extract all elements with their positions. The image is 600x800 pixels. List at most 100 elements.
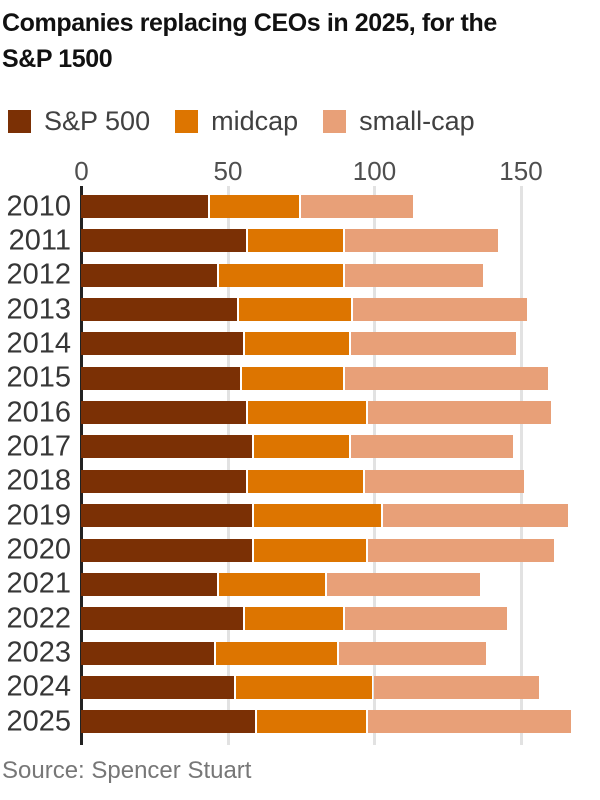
segment-2014-small-cap <box>350 332 516 356</box>
segment-2022-small-cap <box>344 607 507 631</box>
segment-2022-s-p-500 <box>81 607 244 631</box>
segment-2014-midcap <box>245 332 349 356</box>
legend-item-s-p-500: S&P 500 <box>8 106 150 137</box>
segment-2021-midcap <box>218 572 326 596</box>
bar-row-2022: 2022 <box>6 602 596 634</box>
y-label-2014: 2014 <box>6 327 71 360</box>
x-tick-label-50: 50 <box>213 156 243 186</box>
legend-item-small-cap: small-cap <box>323 106 475 137</box>
segment-2016-small-cap <box>368 401 551 425</box>
segment-2017-midcap <box>253 435 349 459</box>
segment-2013-midcap <box>239 298 352 322</box>
segment-2014-s-p-500 <box>81 332 244 356</box>
segment-2012-s-p-500 <box>81 263 217 287</box>
bar-row-2023: 2023 <box>6 637 596 669</box>
segment-2018-midcap <box>248 469 364 493</box>
x-axis-labels: 0 50 100 150 <box>74 156 593 186</box>
x-tick-label-150: 150 <box>499 156 543 186</box>
bar-row-2019: 2019 <box>6 499 596 531</box>
x-tick-label-100: 100 <box>352 156 397 186</box>
chart-title-line2: S&P 1500 <box>2 44 113 73</box>
y-axis-line <box>80 186 83 745</box>
bar-row-2016: 2016 <box>6 396 596 428</box>
y-label-2017: 2017 <box>6 430 71 463</box>
segment-2018-small-cap <box>365 469 525 493</box>
segment-2024-midcap <box>236 675 372 699</box>
segment-2015-small-cap <box>344 366 548 390</box>
bar-row-2015: 2015 <box>6 362 596 394</box>
legend-swatch-s-p-500 <box>8 110 31 133</box>
chart-title-line1: Companies replacing CEOs in 2025, for th… <box>2 9 497 37</box>
bar-row-2020: 2020 <box>6 534 596 566</box>
segment-2023-s-p-500 <box>81 641 214 665</box>
y-label-2022: 2022 <box>6 602 71 635</box>
segment-2025-small-cap <box>368 710 572 734</box>
y-label-2010: 2010 <box>6 190 71 222</box>
bar-row-2013: 2013 <box>6 293 596 325</box>
y-label-2015: 2015 <box>6 361 71 394</box>
legend-item-midcap: midcap <box>175 106 298 137</box>
segment-2023-midcap <box>215 641 337 665</box>
segment-2011-small-cap <box>344 229 498 253</box>
legend-label-midcap: midcap <box>211 106 299 136</box>
y-label-2021: 2021 <box>6 567 71 600</box>
segment-2019-s-p-500 <box>81 504 252 528</box>
segment-2017-small-cap <box>350 435 513 459</box>
segment-2020-midcap <box>253 538 367 562</box>
segment-2011-midcap <box>248 229 343 253</box>
gridline-50 <box>226 186 230 745</box>
y-label-2011: 2011 <box>8 224 71 257</box>
bar-row-2011: 2011 <box>9 224 596 256</box>
bar-row-2012: 2012 <box>6 259 596 291</box>
segment-2010-midcap <box>209 195 299 218</box>
segment-2013-small-cap <box>353 298 528 322</box>
bar-row-2010: 2010 <box>6 190 596 222</box>
legend: S&P 500 midcap small-cap <box>8 106 475 137</box>
segment-2020-s-p-500 <box>81 538 252 562</box>
segment-2024-small-cap <box>374 675 539 699</box>
segment-2021-small-cap <box>327 572 481 596</box>
segment-2013-s-p-500 <box>81 298 238 322</box>
segment-2017-s-p-500 <box>81 435 252 459</box>
y-label-2025: 2025 <box>6 705 71 738</box>
segment-2010-small-cap <box>300 195 414 218</box>
segment-2011-s-p-500 <box>81 229 246 253</box>
y-label-2013: 2013 <box>6 293 71 326</box>
bar-row-2017: 2017 <box>6 430 596 462</box>
y-label-2020: 2020 <box>6 533 71 566</box>
segment-2020-small-cap <box>368 538 554 562</box>
segment-2016-midcap <box>248 401 367 425</box>
plot-area: 2010 2011 2012 2013 2014 2015 2016 2017 2018 2019… <box>6 186 596 745</box>
bar-row-2014: 2014 <box>6 327 596 359</box>
gridline-150 <box>519 186 523 745</box>
segment-2010-s-p-500 <box>81 195 208 218</box>
bar-row-2024: 2024 <box>6 671 596 703</box>
gridline-100 <box>373 186 376 745</box>
segment-2015-midcap <box>242 366 343 390</box>
y-label-2012: 2012 <box>6 258 71 291</box>
segment-2019-small-cap <box>382 504 569 528</box>
y-label-2023: 2023 <box>6 636 71 669</box>
y-label-2024: 2024 <box>6 670 71 703</box>
segment-2024-s-p-500 <box>81 675 235 699</box>
segment-2016-s-p-500 <box>81 401 246 425</box>
x-tick-label-0: 0 <box>74 156 89 186</box>
chart-title: Companies replacing CEOs in 2025, for th… <box>2 6 596 77</box>
y-label-2018: 2018 <box>6 464 71 497</box>
segment-2012-midcap <box>218 263 343 287</box>
segment-2019-midcap <box>253 504 381 528</box>
source-note: Source: Spencer Stuart <box>2 757 252 784</box>
bar-row-2025: 2025 <box>6 705 596 737</box>
bar-row-2021: 2021 <box>6 568 596 600</box>
y-label-2016: 2016 <box>6 396 71 429</box>
legend-swatch-midcap <box>175 110 199 133</box>
segment-2012-small-cap <box>344 263 484 287</box>
bar-row-2018: 2018 <box>6 465 596 497</box>
segment-2025-s-p-500 <box>81 710 255 734</box>
y-label-2019: 2019 <box>6 499 71 532</box>
legend-label-small-cap: small-cap <box>359 106 475 136</box>
legend-label-s-p-500: S&P 500 <box>44 106 151 136</box>
segment-2018-s-p-500 <box>81 469 246 493</box>
legend-swatch-small-cap <box>323 110 347 133</box>
segment-2023-small-cap <box>338 641 487 665</box>
